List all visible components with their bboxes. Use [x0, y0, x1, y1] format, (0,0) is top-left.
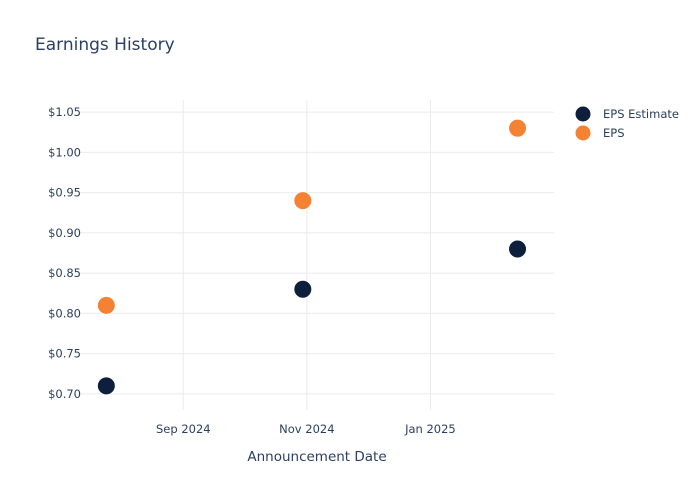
x-tick-label: Jan 2025: [404, 422, 456, 436]
legend-marker: [574, 124, 592, 142]
x-tick-label: Sep 2024: [156, 422, 211, 436]
legend-label: EPS: [603, 126, 625, 140]
legend-item[interactable]: EPS Estimate: [574, 105, 679, 123]
legend-item[interactable]: EPS: [574, 124, 625, 142]
legend-marker: [574, 105, 592, 123]
x-axis-ticks: Sep 2024 Nov 2024 Jan 2025: [156, 422, 456, 436]
y-tick-label: $0.80: [48, 306, 81, 320]
x-axis-title: Announcement Date: [247, 449, 386, 465]
legend-label: EPS Estimate: [603, 107, 679, 121]
eps-point[interactable]: [293, 191, 313, 211]
eps-estimate-point[interactable]: [293, 279, 313, 299]
y-tick-label: $1.05: [48, 105, 81, 119]
chart-title: Earnings History: [35, 35, 175, 55]
y-axis-ticks: $0.70 $0.75 $0.80 $0.85 $0.90 $0.95 $1.00 $1.05: [48, 105, 81, 401]
eps-point[interactable]: [508, 118, 528, 138]
eps-estimate-point[interactable]: [508, 239, 528, 259]
eps-point[interactable]: [96, 295, 116, 315]
y-tick-label: $0.70: [48, 387, 81, 401]
gridlines: [80, 100, 554, 410]
data-points: [96, 118, 528, 396]
y-tick-label: $0.85: [48, 266, 81, 280]
y-tick-label: $0.90: [48, 226, 81, 240]
eps-estimate-point[interactable]: [96, 376, 116, 396]
legend[interactable]: EPS Estimate EPS: [574, 105, 679, 142]
y-tick-label: $0.95: [48, 186, 81, 200]
y-tick-label: $1.00: [48, 145, 81, 159]
y-tick-label: $0.75: [48, 347, 81, 361]
x-tick-label: Nov 2024: [279, 422, 334, 436]
